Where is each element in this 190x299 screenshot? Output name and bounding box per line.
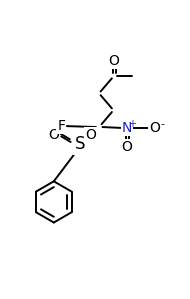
Text: F: F (57, 119, 65, 133)
Text: S: S (75, 135, 85, 153)
Text: O: O (85, 129, 96, 142)
Text: N: N (122, 121, 132, 135)
Text: O: O (108, 54, 119, 68)
Text: O: O (150, 121, 160, 135)
Text: O: O (48, 129, 59, 142)
Text: +: + (128, 119, 136, 129)
Text: O: O (121, 140, 132, 154)
Text: -: - (160, 119, 164, 129)
